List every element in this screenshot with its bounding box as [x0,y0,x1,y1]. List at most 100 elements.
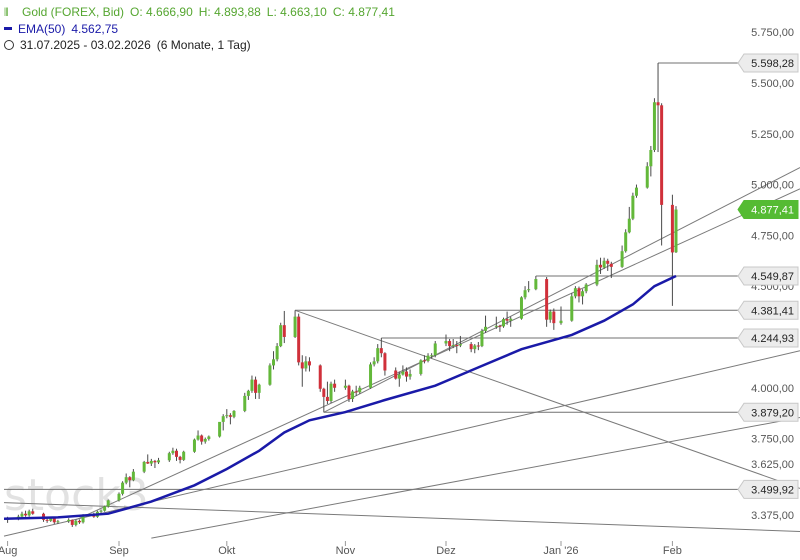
candle-body [300,362,304,369]
candle-body [272,359,276,366]
level-price-tag: 5.598,28 [751,58,794,70]
candle-body [77,520,81,523]
instrument-name: Gold (FOREX, Bid) [22,5,125,19]
candle-body [559,320,563,324]
candle-body [484,326,488,331]
candle-body [369,364,373,388]
candle-body [325,396,329,401]
y-tick-label: 5.250,00 [751,129,794,141]
trendline[interactable] [3,502,800,532]
ohlc-open: O: 4.666,90 [130,5,193,19]
candle-body [476,345,480,347]
candle-body [81,515,85,523]
candle-body [354,391,358,393]
y-tick-label: 3.375,00 [751,510,794,522]
candle-body [652,102,656,151]
candle-body [383,353,387,371]
candle-body [52,518,56,523]
candle-body [31,511,35,514]
candle-body [609,263,613,267]
candle-body [225,415,229,417]
candle-body [20,513,24,517]
candle-body [56,521,60,523]
ema-legend: EMA(50) 4.562,75 [4,22,124,36]
candle-body [660,105,664,205]
bar-chart-icon: ⫴ [4,7,9,19]
x-tick-label: Sep [109,545,129,557]
candle-body [620,251,624,267]
candle-body [196,435,200,440]
candle-body [451,345,455,347]
level-price-tag-bg [737,402,799,422]
trendline[interactable] [151,417,800,539]
candle-body [178,456,182,460]
level-price-tag: 4.381,41 [751,305,794,317]
candle-body [250,379,254,391]
y-tick-label: 5.000,00 [751,180,794,192]
candle-body [207,436,211,439]
candle-body [372,361,376,365]
instrument-header: ⫴ Gold (FOREX, Bid) O: 4.666,90 H: 4.893,88… [4,5,401,20]
level-price-tag: 4.549,87 [751,271,794,283]
candle-body [473,345,477,350]
candle-body [573,288,577,297]
candle-body [351,391,355,399]
candle-body [228,415,232,417]
candle-body [121,482,125,494]
candle-body [394,370,398,379]
candle-body [502,319,506,327]
candle-body [376,348,380,362]
candle-body [203,438,207,442]
y-tick-label: 4.000,00 [751,383,794,395]
date-range: 31.07.2025 - 03.02.2026 (6 Monate, 1 Tag) [4,38,257,52]
candle-body [631,195,635,219]
candle-body [433,343,437,356]
candle-body [243,395,247,411]
candle-body [627,218,631,233]
candle-body [146,461,150,464]
candle-body [480,330,484,347]
candle-body [74,520,78,525]
level-price-tag: 3.499,92 [751,484,794,496]
x-tick-label: Dez [436,545,456,557]
candle-body [70,519,74,525]
candle-body [656,102,660,106]
candle-body [552,311,556,324]
ohlc-close: C: 4.877,41 [332,5,395,19]
candle-body [304,361,308,369]
candle-body [218,421,222,437]
candle-body [254,379,258,393]
candle-body [347,385,351,399]
candle-body [519,297,523,319]
candle-body [595,264,599,285]
candle-body [124,477,128,483]
level-price-tag-bg [737,479,799,499]
candle-body [45,519,49,521]
candle-body [27,511,31,516]
candle-body [171,450,175,454]
candle-body [498,325,502,327]
candle-body [131,471,135,481]
candle-body [430,355,434,357]
candle-body [67,519,71,522]
level-price-tag-bg [737,300,799,320]
trendline[interactable] [294,309,800,489]
candle-body [634,187,638,196]
candle-body [448,341,452,347]
candle-body [599,264,603,268]
candle-body [444,341,448,344]
date-range-text: 31.07.2025 - 03.02.2026 [20,38,151,52]
ema-line-icon [4,27,12,30]
level-price-tag-bg [737,53,799,73]
y-tick-label: 3.625,00 [751,459,794,471]
candle-body [167,453,171,461]
x-tick-label: Okt [218,545,235,557]
x-tick-label: Jan '26 [543,545,578,557]
y-tick-label: 5.500,00 [751,78,794,90]
candle-body [469,344,473,350]
candle-body [297,316,301,363]
candle-body [509,318,513,321]
candle-body [674,209,678,253]
trendline[interactable] [75,188,800,521]
